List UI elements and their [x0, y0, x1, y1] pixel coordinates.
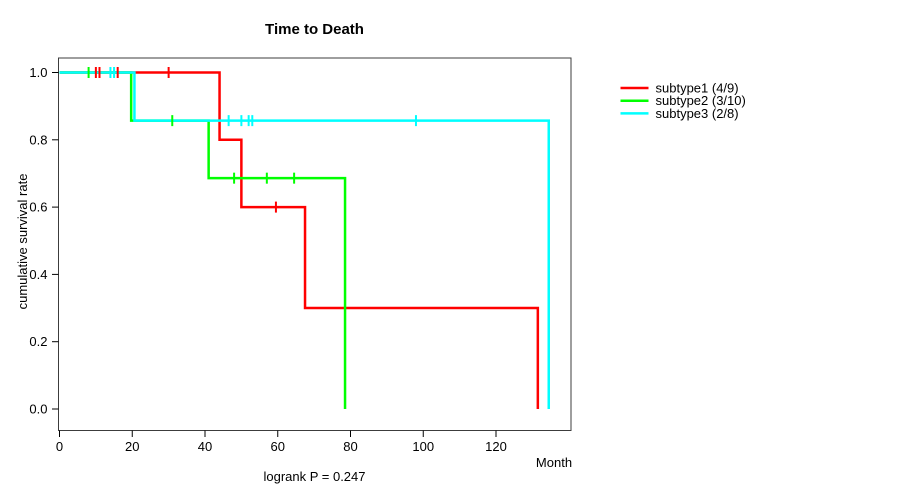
x-tick-label: 120 — [485, 439, 507, 454]
censor-marks-layer — [87, 67, 417, 213]
legend-label: subtype1 (4/9) — [656, 81, 739, 96]
x-tick-label: 40 — [198, 439, 212, 454]
x-tick-label: 60 — [271, 439, 285, 454]
logrank-pvalue-annotation: logrank P = 0.247 — [263, 469, 365, 484]
survival-curves-layer — [59, 71, 550, 409]
chart-title: Time to Death — [265, 21, 364, 38]
legend-label: subtype3 (2/8) — [656, 106, 739, 121]
x-tick-label: 80 — [343, 439, 357, 454]
plot-border — [58, 57, 572, 431]
y-tick-label: 0.6 — [29, 200, 47, 215]
y-tick-label: 1.0 — [29, 65, 47, 80]
x-tick-label: 100 — [412, 439, 434, 454]
y-axis-title: cumulative survival rate — [15, 174, 30, 310]
y-tick-label: 0.4 — [29, 267, 47, 282]
y-tick-label: 0.8 — [29, 132, 47, 147]
legend: subtype1 (4/9)subtype2 (3/10)subtype3 (2… — [620, 81, 746, 121]
x-tick-label: 20 — [125, 439, 139, 454]
x-axis: 0 20 40 60 80 100 120 — [56, 430, 507, 454]
survival-curve-subtype1 — [59, 71, 540, 409]
x-tick-label: 0 — [56, 439, 63, 454]
y-axis: 0.0 0.2 0.4 0.6 0.8 1.0 — [29, 65, 59, 417]
survival-curve-subtype2 — [59, 71, 347, 409]
x-axis-title: Month — [536, 455, 572, 470]
legend-label: subtype2 (3/10) — [656, 93, 746, 108]
y-tick-label: 0.2 — [29, 334, 47, 349]
y-tick-label: 0.0 — [29, 402, 47, 417]
